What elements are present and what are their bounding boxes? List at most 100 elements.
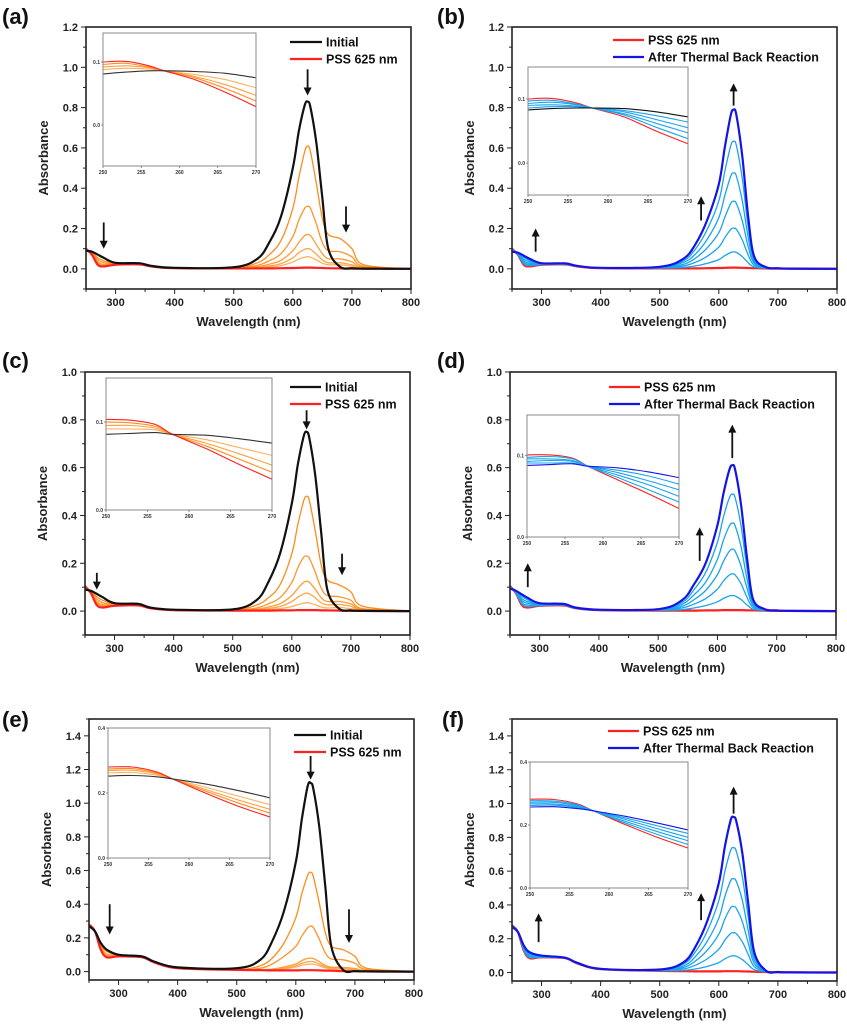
y-tick-label: 0.6 — [489, 866, 504, 878]
series-line-intermediate — [512, 924, 837, 974]
inset-series-group — [530, 798, 688, 849]
series-group — [85, 430, 410, 613]
series-line-intermediate — [512, 905, 837, 974]
y-axis-title: Absorbance — [462, 812, 477, 887]
inset-chart: 250 255 260 265 270 0.0 0.2 0.4 — [98, 726, 274, 868]
x-tick-label: 600 — [284, 297, 302, 309]
x-tick-label: 800 — [828, 989, 846, 1001]
series-line-intermediate — [512, 200, 837, 270]
chart-panel-c: (c) 300 400 500 600 700 800 0.0 0.2 0.4 0.6 0.8 1.0 W… — [2, 348, 419, 675]
inset-y-tick-label: 0.0 — [520, 886, 527, 892]
x-axis-title: Wavelength (nm) — [622, 1006, 726, 1021]
inset-series-line — [528, 107, 688, 118]
y-tick-label: 1.0 — [489, 799, 504, 811]
arrow-up-icon — [729, 83, 738, 106]
series-line-pss-625-nm — [85, 585, 410, 613]
y-tick-label: 0.6 — [63, 143, 78, 155]
inset-chart: 250 255 260 265 270 0.0 0.1 — [517, 414, 684, 547]
y-tick-label: 0.0 — [489, 968, 504, 980]
plot-frame — [509, 371, 837, 636]
inset-background — [528, 67, 688, 195]
inset-x-tick-label: 265 — [225, 862, 234, 868]
legend-label: PSS 625 nm — [644, 381, 716, 395]
y-tick-label: 1.0 — [62, 367, 77, 379]
arrow-head — [306, 771, 315, 780]
arrow-head — [729, 786, 738, 795]
x-tick-label: 800 — [828, 297, 846, 309]
inset-y-tick-label: 0.0 — [517, 535, 524, 541]
series-line-pss-625-nm — [89, 923, 414, 973]
inset-chart: 250 255 260 265 270 0.0 0.1 — [96, 377, 276, 520]
x-tick-label: 800 — [827, 643, 845, 655]
chart-panel-d: (d) 300 400 500 600 700 800 0.0 0.2 0.4 0.6 0.8 1.0 W… — [437, 348, 845, 675]
legend-label: After Thermal Back Reaction — [648, 51, 819, 65]
x-tick-label: 400 — [591, 989, 609, 1001]
arrow-down-icon — [345, 909, 353, 943]
x-tick-label: 800 — [401, 643, 419, 655]
arrow-down-icon — [306, 756, 315, 780]
inset-series-group — [527, 454, 679, 509]
y-axis-title: Absorbance — [462, 120, 477, 195]
arrow-head — [105, 926, 114, 935]
inset-x-tick-label: 255 — [564, 199, 573, 205]
series-line-intermediate — [85, 495, 410, 612]
arrow-up-icon — [697, 196, 706, 221]
arrow-head — [697, 893, 706, 902]
series-line-initial — [86, 100, 411, 270]
inset-series-group — [528, 97, 688, 145]
y-tick-label: 0.4 — [487, 510, 503, 522]
inset-x-tick-label: 265 — [644, 892, 653, 898]
series-line-initial — [89, 781, 414, 974]
y-axis-title: Absorbance — [36, 120, 51, 195]
inset-x-tick-label: 250 — [526, 892, 535, 898]
x-axis-title: Wavelength (nm) — [622, 314, 726, 329]
x-tick-label: 700 — [343, 297, 361, 309]
arrow-up-icon — [697, 893, 706, 921]
inset-x-tick-label: 260 — [605, 892, 614, 898]
x-tick-label: 700 — [346, 988, 364, 1000]
x-tick-label: 700 — [768, 643, 786, 655]
inset-x-tick-label: 270 — [266, 862, 275, 868]
x-tick-label: 800 — [405, 988, 423, 1000]
inset-x-tick-label: 250 — [524, 199, 533, 205]
inset-y-tick-label: 0.0 — [93, 123, 100, 129]
inset-y-tick-label: 0.2 — [98, 791, 105, 797]
y-tick-label: 0.2 — [62, 558, 77, 570]
inset-x-tick-label: 270 — [684, 199, 693, 205]
x-tick-label: 400 — [165, 297, 183, 309]
legend: PSS 625 nm After Thermal Back Reaction — [609, 381, 815, 412]
arrow-down-icon — [303, 69, 312, 96]
series-line-after-thermal-back-reaction — [512, 815, 837, 974]
inset-series-line — [106, 432, 272, 444]
inset-x-tick-label: 270 — [675, 541, 684, 547]
y-tick-label: 0.2 — [489, 934, 504, 946]
y-tick-label: 1.4 — [66, 731, 82, 743]
arrow-down-icon — [105, 904, 114, 935]
x-tick-label: 300 — [530, 643, 548, 655]
arrow-down-icon — [302, 410, 311, 430]
inset-series-group — [108, 766, 270, 818]
inset-x-tick-label: 250 — [102, 514, 111, 520]
y-tick-label: 1.2 — [489, 765, 504, 777]
y-tick-label: 1.4 — [489, 731, 505, 743]
arrow-up-icon — [729, 786, 738, 814]
legend: Initial PSS 625 nm — [294, 729, 402, 760]
x-tick-label: 500 — [651, 297, 669, 309]
x-tick-label: 600 — [283, 643, 301, 655]
arrow-head — [345, 934, 353, 943]
chart-panel-b: (b) 300 400 500 600 700 800 0.0 0.2 0.4 0.6 0.8 1.0 1… — [437, 4, 846, 329]
arrow-down-icon — [99, 222, 108, 249]
inset-y-tick-label: 0.2 — [520, 823, 527, 829]
y-tick-label: 0.8 — [66, 832, 81, 844]
x-axis-title: Wavelength (nm) — [621, 660, 725, 675]
legend-label: PSS 625 nm — [330, 746, 402, 760]
arrow-up-icon — [695, 527, 704, 561]
x-tick-label: 700 — [769, 989, 787, 1001]
inset-x-tick-label: 250 — [99, 170, 108, 176]
x-tick-label: 400 — [168, 988, 186, 1000]
x-axis-title: Wavelength (nm) — [195, 660, 299, 675]
legend-label: Initial — [330, 729, 363, 743]
inset-y-tick-label: 0.0 — [98, 856, 105, 862]
y-tick-label: 0.6 — [62, 463, 77, 475]
